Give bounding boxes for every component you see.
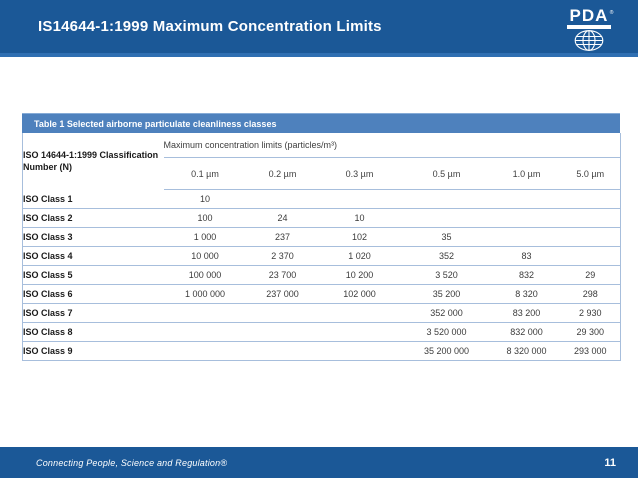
table-cell xyxy=(560,208,621,228)
row-label: ISO Class 8 xyxy=(22,322,164,342)
table-cell xyxy=(163,322,247,342)
page-number: 11 xyxy=(604,456,616,469)
table-cell xyxy=(246,322,319,342)
table-cell xyxy=(400,208,493,228)
table-cell: 83 xyxy=(492,246,561,266)
table-cell: 83 200 xyxy=(492,303,561,323)
table-header: ISO 14644-1:1999 Classification Number (… xyxy=(23,133,621,190)
table-cell: 3 520 000 xyxy=(400,322,493,342)
column-group-header: Maximum concentration limits (particles/… xyxy=(163,133,621,158)
pda-logo-underline xyxy=(567,25,611,29)
table-cell: 10 200 xyxy=(318,265,401,285)
table-cell: 352 xyxy=(400,246,493,266)
table-cell: 298 xyxy=(560,284,621,304)
table-row: ISO Class 4 10 000 2 370 1 020 352 83 xyxy=(22,246,621,266)
table-cell xyxy=(492,227,561,247)
table-row: ISO Class 5 100 000 23 700 10 200 3 520 … xyxy=(22,265,621,285)
table-row: ISO Class 7 352 000 83 200 2 930 xyxy=(22,303,621,323)
table-row: ISO Class 8 3 520 000 832 000 29 300 xyxy=(22,322,621,342)
column-header-01um: 0.1 µm xyxy=(163,157,247,190)
table-cell: 35 xyxy=(400,227,493,247)
table-cell: 237 xyxy=(246,227,319,247)
table-cell: 237 000 xyxy=(246,284,319,304)
cleanliness-classes-table: ISO 14644-1:1999 Classification Number (… xyxy=(22,133,622,361)
table-cell: 1 020 xyxy=(318,246,401,266)
table-cell xyxy=(560,246,621,266)
table-cell xyxy=(560,227,621,247)
table-cell: 10 xyxy=(318,208,401,228)
table-cell xyxy=(400,189,493,209)
table-cell xyxy=(318,322,401,342)
table-cell: 2 930 xyxy=(560,303,621,323)
column-header-03um: 0.3 µm xyxy=(318,157,401,190)
column-header-classification: ISO 14644-1:1999 Classification Number (… xyxy=(23,150,159,173)
table-cell xyxy=(246,303,319,323)
table-cell: 832 xyxy=(492,265,561,285)
column-header-50um: 5.0 µm xyxy=(560,157,621,190)
table-cell: 23 700 xyxy=(246,265,319,285)
slide-header-bar: IS14644-1:1999 Maximum Concentration Lim… xyxy=(0,0,638,57)
table-cell xyxy=(560,189,621,209)
table-caption: Table 1 Selected airborne particulate cl… xyxy=(22,113,620,133)
cleanliness-table-container: Table 1 Selected airborne particulate cl… xyxy=(22,113,622,361)
table-cell xyxy=(163,303,247,323)
table-cell: 3 520 xyxy=(400,265,493,285)
table-cell: 1 000 xyxy=(163,227,247,247)
table-row: ISO Class 1 10 xyxy=(22,189,621,209)
table-cell: 352 000 xyxy=(400,303,493,323)
table-cell: 29 xyxy=(560,265,621,285)
column-header-05um: 0.5 µm xyxy=(400,157,493,190)
table-row: ISO Class 9 35 200 000 8 320 000 293 000 xyxy=(22,341,621,361)
table-cell: 2 370 xyxy=(246,246,319,266)
table-cell xyxy=(318,341,401,361)
row-label: ISO Class 4 xyxy=(22,246,164,266)
footer-tagline: Connecting People, Science and Regulatio… xyxy=(36,457,228,468)
table-cell xyxy=(318,303,401,323)
table-cell: 100 000 xyxy=(163,265,247,285)
table-cell: 8 320 000 xyxy=(492,341,561,361)
globe-icon xyxy=(574,30,604,51)
table-cell xyxy=(318,189,401,209)
row-label: ISO Class 9 xyxy=(22,341,164,361)
table-cell: 293 000 xyxy=(560,341,621,361)
table-cell: 10 000 xyxy=(163,246,247,266)
row-label: ISO Class 1 xyxy=(22,189,164,209)
row-label: ISO Class 5 xyxy=(22,265,164,285)
table-row: ISO Class 3 1 000 237 102 35 xyxy=(22,227,621,247)
table-cell: 29 300 xyxy=(560,322,621,342)
table-cell: 832 000 xyxy=(492,322,561,342)
table-cell: 1 000 000 xyxy=(163,284,247,304)
row-label: ISO Class 6 xyxy=(22,284,164,304)
table-row: ISO Class 2 100 24 10 xyxy=(22,208,621,228)
table-cell: 8 320 xyxy=(492,284,561,304)
column-header-10um: 1.0 µm xyxy=(492,157,561,190)
row-label: ISO Class 2 xyxy=(22,208,164,228)
table-row: ISO Class 6 1 000 000 237 000 102 000 35… xyxy=(22,284,621,304)
table-cell: 24 xyxy=(246,208,319,228)
slide-footer-bar: Connecting People, Science and Regulatio… xyxy=(0,447,638,478)
table-cell xyxy=(246,189,319,209)
row-label: ISO Class 7 xyxy=(22,303,164,323)
table-body: ISO Class 1 10 ISO Class 2 100 24 10 xyxy=(22,189,621,361)
table-cell: 102 000 xyxy=(318,284,401,304)
table-cell xyxy=(492,208,561,228)
table-cell xyxy=(492,189,561,209)
table-cell: 35 200 xyxy=(400,284,493,304)
table-cell xyxy=(246,341,319,361)
registered-mark: ® xyxy=(609,10,615,16)
slide-title: IS14644-1:1999 Maximum Concentration Lim… xyxy=(38,18,382,35)
row-label: ISO Class 3 xyxy=(22,227,164,247)
pda-logo: PDA ® xyxy=(564,7,614,51)
column-header-02um: 0.2 µm xyxy=(246,157,319,190)
pda-logo-text: PDA ® xyxy=(569,6,615,25)
table-cell: 35 200 000 xyxy=(400,341,493,361)
table-cell: 100 xyxy=(163,208,247,228)
table-cell: 102 xyxy=(318,227,401,247)
table-cell: 10 xyxy=(163,189,247,209)
table-cell xyxy=(163,341,247,361)
